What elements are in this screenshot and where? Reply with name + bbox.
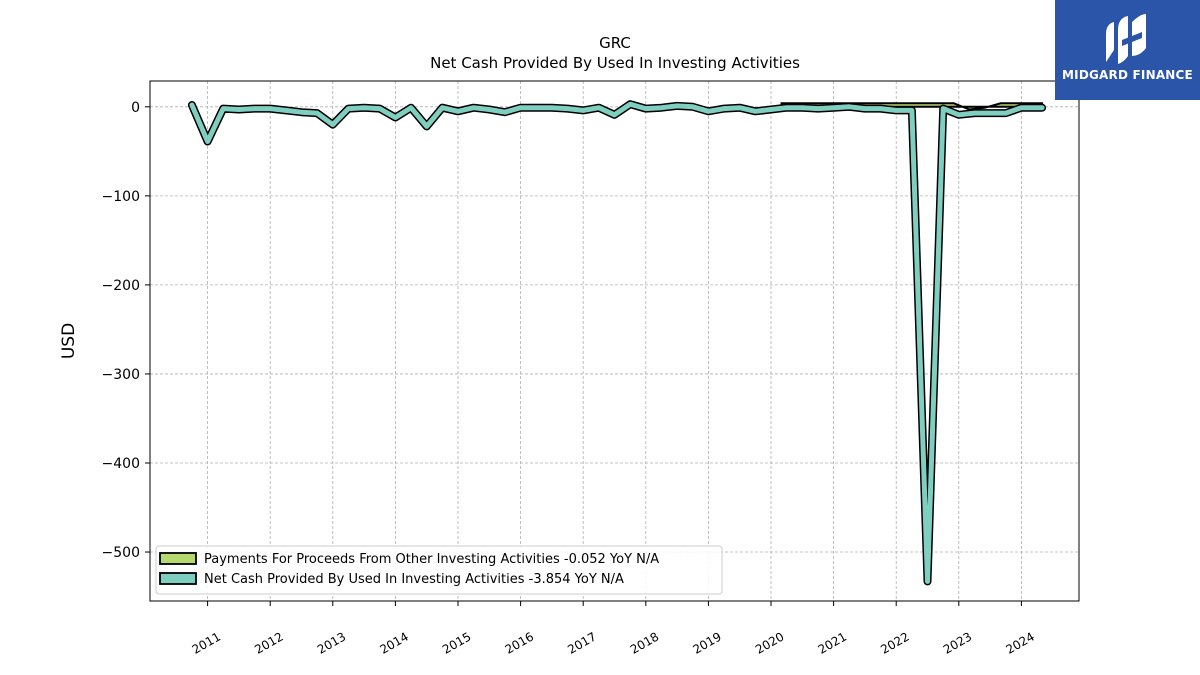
legend-entry: Payments For Proceeds From Other Investi… [204, 552, 659, 567]
chart-subtitle: Net Cash Provided By Used In Investing A… [430, 54, 800, 72]
grid [150, 81, 1079, 601]
x-tick-label: 2023 [941, 629, 974, 656]
y-tick-label: −400 [102, 456, 140, 472]
brand-name: MIDGARD FINANCE [1062, 68, 1193, 82]
legend-swatch [159, 572, 197, 585]
y-tick-label: −300 [102, 367, 140, 383]
y-axis-label: USD [59, 323, 79, 359]
x-tick-label: 2018 [628, 629, 661, 656]
chart-title: GRC [599, 34, 631, 52]
legend-box [155, 545, 723, 595]
x-tick-label: 2013 [315, 629, 348, 656]
x-tick-label: 2022 [878, 629, 911, 656]
x-tick-label: 2014 [377, 629, 410, 656]
x-tick-label: 2015 [440, 629, 473, 656]
legend: Payments For Proceeds From Other Investi… [155, 545, 723, 595]
x-tick-label: 2021 [816, 629, 849, 656]
y-tick-label: −200 [102, 278, 140, 294]
brand-logo: MIDGARD FINANCE [1055, 0, 1200, 100]
plot-frame [149, 80, 1080, 602]
x-tick-label: 2017 [565, 629, 598, 656]
y-tick-label: 0 [131, 100, 140, 116]
x-tick-label: 2020 [753, 629, 786, 656]
legend-swatch [159, 552, 197, 565]
y-tick-label: −100 [102, 189, 140, 205]
y-tick-label: −500 [102, 545, 140, 561]
series-layer [187, 100, 1047, 586]
x-tick-label: 2012 [252, 629, 285, 656]
x-tick-label: 2019 [690, 629, 723, 656]
x-tick-label: 2024 [1003, 629, 1036, 656]
x-tick-label: 2016 [503, 629, 536, 656]
midgard-mark-icon [1106, 14, 1146, 64]
x-tick-label: 2011 [190, 629, 223, 656]
legend-entry: Net Cash Provided By Used In Investing A… [204, 572, 624, 587]
series-line-net-cash-investing [189, 101, 1045, 584]
